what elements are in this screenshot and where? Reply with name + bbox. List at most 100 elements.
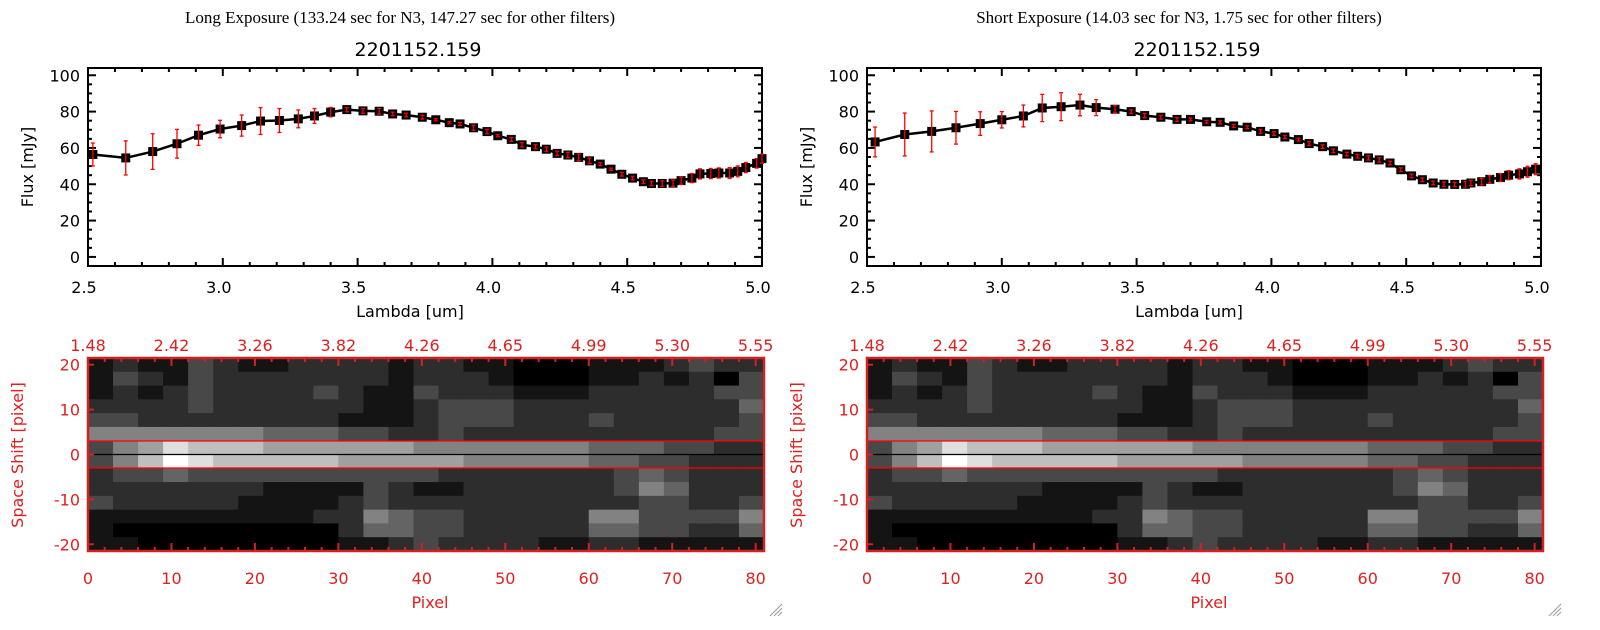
- heatmap-cell: [738, 482, 765, 497]
- heatmap-cell: [288, 495, 314, 511]
- heatmap-cell: [88, 468, 114, 483]
- heatmap-cell: [413, 440, 440, 456]
- resize-grip-icon[interactable]: [1548, 603, 1562, 617]
- heatmap-cell: [1517, 440, 1544, 456]
- heatmap-cell: [917, 482, 943, 497]
- heatmap-cell: [713, 440, 740, 456]
- heatmap-cell: [1367, 468, 1394, 483]
- heatmap-cell: [388, 413, 415, 428]
- spectrum-plot-frame: [87, 67, 763, 267]
- heatmap-cell: [1267, 371, 1294, 387]
- heatmap-cell: [88, 440, 114, 456]
- heatmap-cell: [188, 413, 214, 428]
- heatmap-cell: [1217, 440, 1244, 456]
- heatmap-cell: [867, 468, 893, 483]
- heatmap-cell: [1317, 426, 1344, 442]
- heatmap-cell: [1217, 468, 1244, 483]
- heatmap-cell: [138, 399, 164, 414]
- heatmap-cell: [438, 371, 465, 387]
- heatmap-cell: [967, 482, 993, 497]
- heatmap-cell: [1217, 509, 1244, 525]
- heatmap-cell: [563, 454, 590, 469]
- heatmap-cell: [163, 509, 189, 525]
- heatmap-cell: [563, 385, 590, 400]
- heatmap-cell: [163, 468, 189, 483]
- heatmap-cell: [1392, 482, 1419, 497]
- heatmap-cell: [638, 413, 665, 428]
- heatmap-cell: [892, 426, 918, 442]
- heatmap-cell: [1042, 371, 1068, 387]
- heatmap-cell: [413, 358, 440, 373]
- heatmap-cell: [263, 413, 289, 428]
- shift-tick-label: 20: [839, 356, 859, 375]
- resize-grip-icon[interactable]: [769, 603, 783, 617]
- heatmap-cell: [113, 454, 139, 469]
- wavelength-tick-label: 4.65: [1266, 336, 1302, 355]
- heatmap-cell: [917, 495, 943, 511]
- heatmap-cell: [917, 358, 943, 373]
- heatmap-cell: [1392, 385, 1419, 400]
- heatmap-cell: [1517, 426, 1544, 442]
- heatmap-cell: [1167, 482, 1194, 497]
- heatmap-cell: [892, 440, 918, 456]
- heatmap-cell: [213, 509, 239, 525]
- heatmap-cell: [1267, 413, 1294, 428]
- heatmap-cell: [1442, 454, 1469, 469]
- heatmap-cell: [113, 426, 139, 442]
- heatmap-cell: [138, 358, 164, 373]
- heatmap-cell: [538, 468, 565, 483]
- heatmap-cell: [1467, 440, 1494, 456]
- pixel-tick-label: 0: [862, 569, 872, 588]
- heatmap-cell: [438, 413, 465, 428]
- heatmap-cell: [338, 358, 365, 373]
- heatmap-cell: [163, 385, 189, 400]
- heatmap-cell: [892, 482, 918, 497]
- heatmap-cell: [1367, 495, 1394, 511]
- heatmap-cell: [1242, 426, 1269, 442]
- heatmap-cell: [363, 399, 390, 414]
- heatmap-cell: [1217, 385, 1244, 400]
- wavelength-tick-label: 5.55: [1517, 336, 1553, 355]
- heatmap-cell: [388, 426, 415, 442]
- x-tick-label: 4.0: [476, 278, 501, 297]
- heatmap-cell: [88, 399, 114, 414]
- heatmap-cell: [1367, 371, 1394, 387]
- heatmap-cell: [992, 523, 1018, 538]
- heatmap-cell: [967, 523, 993, 538]
- heatmap-cell: [138, 371, 164, 387]
- heatmap-cell: [138, 468, 164, 483]
- heatmap-cell: [513, 399, 540, 414]
- heatmap-cell: [213, 468, 239, 483]
- wavelength-tick-label: 4.99: [571, 336, 607, 355]
- heatmap-cell: [1467, 371, 1494, 387]
- heatmap-cell: [942, 468, 968, 483]
- heatmap-cell: [88, 413, 114, 428]
- heatmap-cell: [1017, 523, 1043, 538]
- heatmap-cell: [1167, 509, 1194, 525]
- heatmap-cell: [1017, 440, 1043, 456]
- heatmap-cell: [438, 454, 465, 469]
- heatmap-cell: [263, 440, 289, 456]
- heatmap-cell: [288, 468, 314, 483]
- heatmap-cell: [688, 358, 715, 373]
- heatmap-cell: [313, 385, 339, 400]
- heatmap-cell: [388, 468, 415, 483]
- heatmap-cell: [1092, 399, 1118, 414]
- heatmap-cell: [1367, 509, 1394, 525]
- heatmap-cell: [588, 358, 615, 373]
- heatmap-cell: [1367, 413, 1394, 428]
- heatmap-cell: [917, 399, 943, 414]
- heatmap-cell: [338, 523, 365, 538]
- heatmap-cell: [892, 454, 918, 469]
- heatmap-cell: [488, 454, 515, 469]
- heatmap-cell: [313, 440, 339, 456]
- heatmap-cell: [238, 358, 264, 373]
- heatmap-cell: [313, 371, 339, 387]
- shift-tick-label: 0: [849, 446, 859, 465]
- heatmap-cell: [1342, 537, 1369, 552]
- heatmap-cell: [163, 358, 189, 373]
- heatmap-cell: [638, 509, 665, 525]
- y-tick-label: 60: [60, 139, 80, 158]
- heatmap-cell: [1492, 358, 1519, 373]
- y-tick-label: 20: [839, 212, 859, 231]
